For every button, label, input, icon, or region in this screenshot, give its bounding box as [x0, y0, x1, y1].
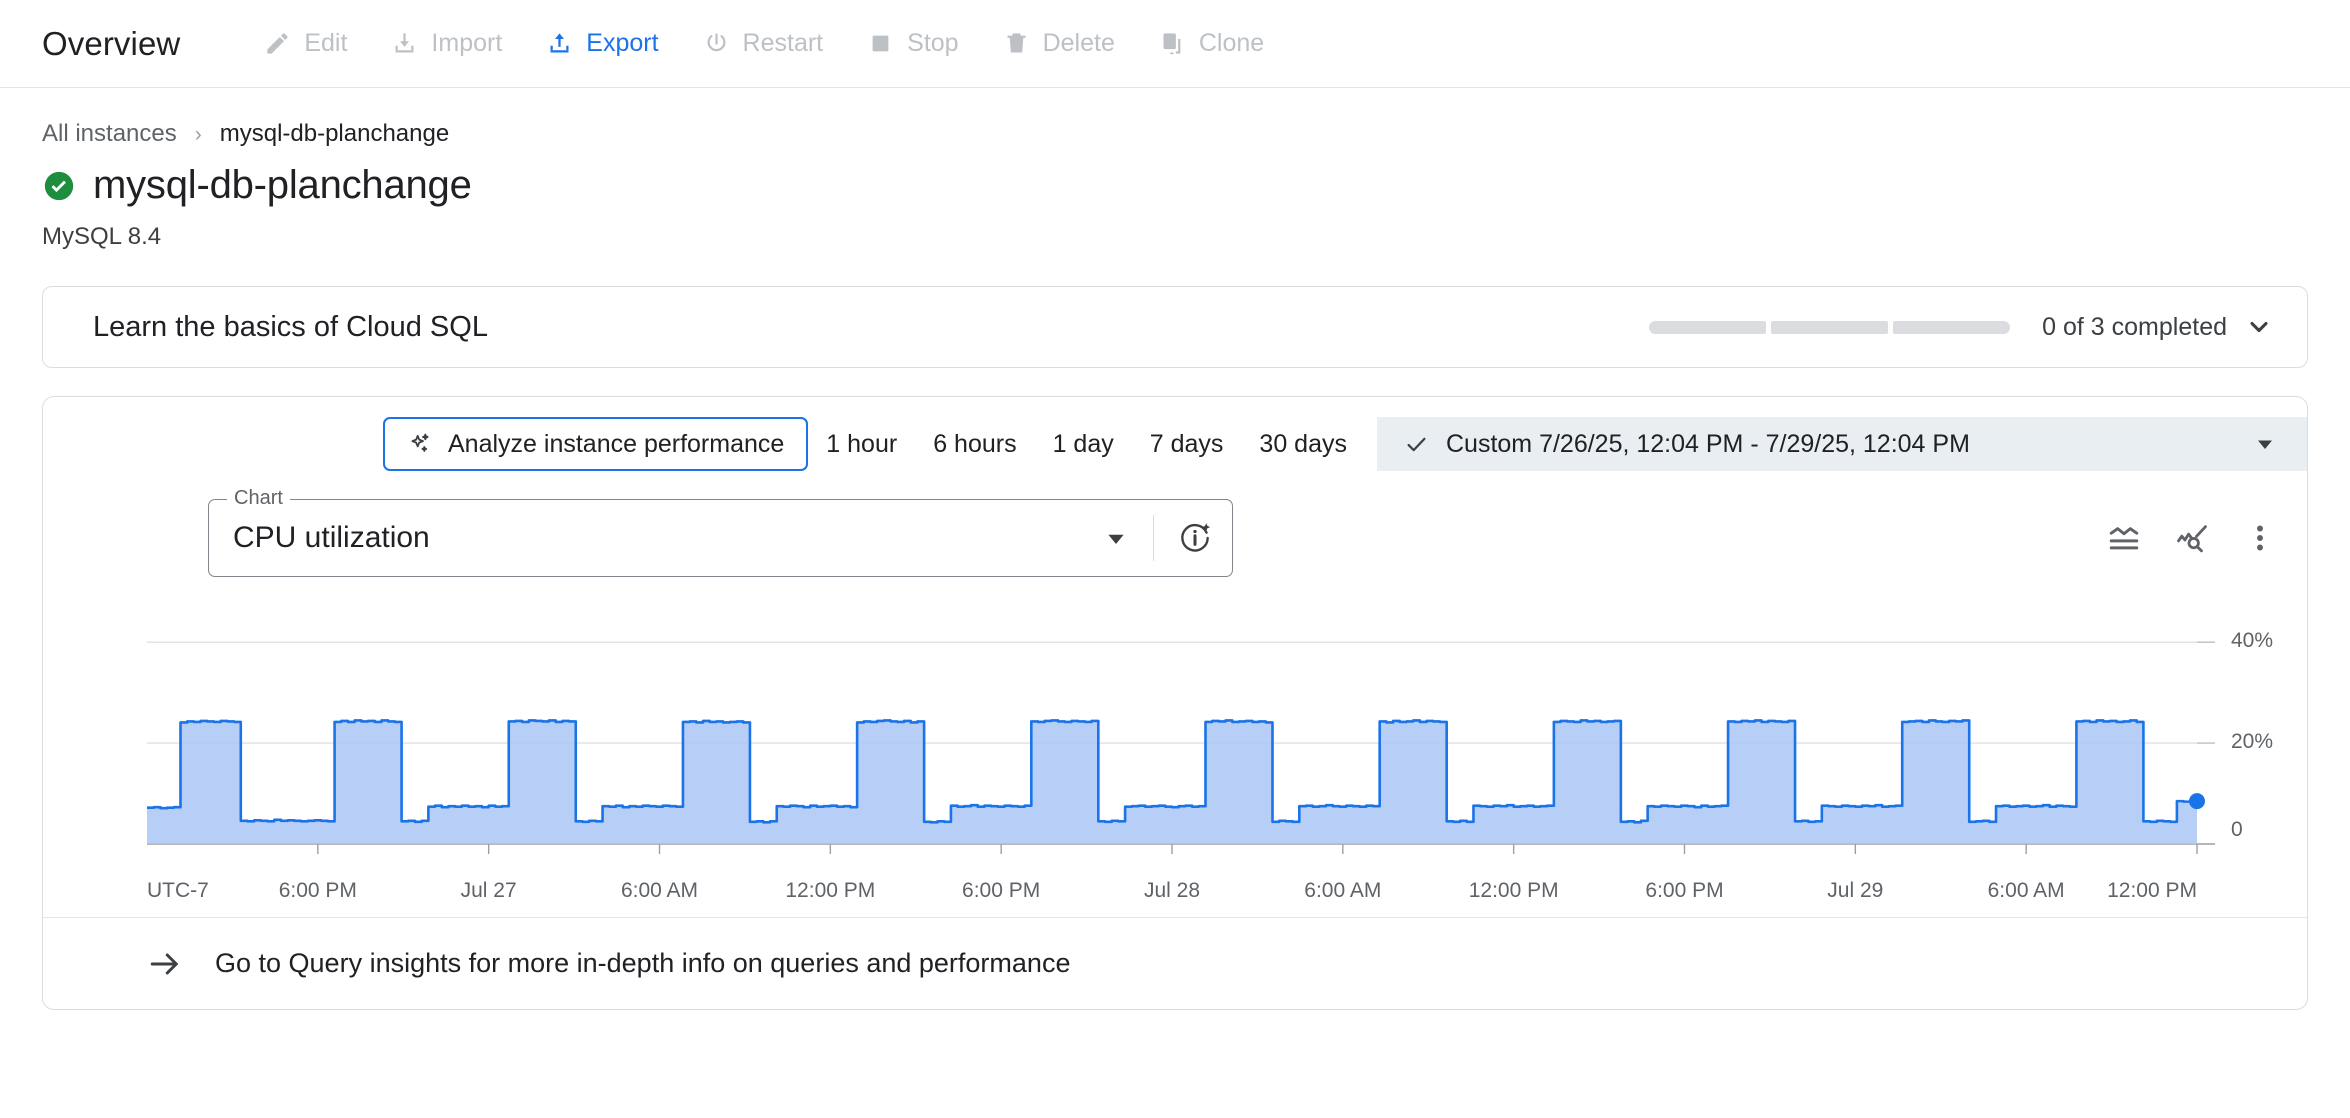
range-option-1-day[interactable]: 1 day [1052, 429, 1114, 458]
import-button[interactable]: Import [369, 15, 524, 73]
custom-range-label: Custom 7/26/25, 12:04 PM - 7/29/25, 12:0… [1445, 429, 1970, 458]
progress-segment [1649, 320, 1767, 334]
restart-button[interactable]: Restart [681, 15, 846, 73]
breadcrumb-current: mysql-db-planchange [219, 120, 450, 147]
analyze-instance-performance-button[interactable]: Analyze instance performance [383, 417, 809, 471]
x-axis-labels: UTC-7 6:00 PM Jul 27 6:00 AM 12:00 PM 6:00 PM… [43, 879, 2307, 917]
time-range-toolbar: Analyze instance performance 1 hour 6 ho… [383, 397, 2307, 471]
monitoring-chart-card: Analyze instance performance 1 hour 6 ho… [42, 396, 2308, 1010]
stop-icon [867, 30, 894, 57]
range-option-30-days[interactable]: 30 days [1259, 429, 1347, 458]
learn-progress-bar [1649, 320, 2011, 334]
restart-icon [703, 30, 730, 57]
chart-controls-row: Chart CPU utilization [208, 469, 2307, 577]
y-axis-label-40: 40% [2231, 629, 2274, 653]
y-axis-label-0: 0 [2231, 818, 2243, 841]
edit-button[interactable]: Edit [242, 15, 369, 73]
analyze-button-label: Analyze instance performance [448, 429, 785, 458]
stop-button[interactable]: Stop [845, 15, 980, 73]
x-axis-tick-label: 6:00 PM [962, 879, 1041, 902]
top-toolbar: Overview Edit Import Export Restart Stop [0, 0, 2350, 88]
instance-engine-version: MySQL 8.4 [42, 223, 162, 250]
chart-select-legend: Chart [227, 488, 290, 508]
breadcrumb: All instances › mysql-db-planchange [42, 122, 2308, 146]
export-button[interactable]: Export [524, 15, 680, 73]
delete-label: Delete [1042, 29, 1115, 57]
check-circle-icon [42, 169, 76, 203]
progress-segment [1893, 320, 2011, 334]
x-axis-tick-label: 6:00 AM [1304, 879, 1382, 902]
export-label: Export [586, 29, 659, 57]
caret-down-icon[interactable] [1103, 525, 1129, 551]
clone-label: Clone [1198, 29, 1265, 57]
caret-down-icon[interactable] [2253, 432, 2277, 456]
export-icon [546, 30, 573, 57]
chevron-down-icon[interactable] [2245, 313, 2273, 341]
instance-title-row: mysql-db-planchange [42, 163, 2308, 208]
chart-inspect-icon[interactable] [2175, 521, 2209, 555]
import-label: Import [431, 29, 503, 57]
chart-tool-buttons [2107, 499, 2277, 555]
info-sparkle-icon[interactable] [1176, 519, 1214, 557]
query-insights-link[interactable]: Go to Query insights for more in-depth i… [43, 917, 2307, 1009]
range-option-6-hours[interactable]: 6 hours [933, 429, 1017, 458]
x-axis-tick-label: 12:00 PM [1468, 879, 1559, 902]
x-axis-tick-label: UTC-7 [147, 879, 209, 902]
breadcrumb-all-instances[interactable]: All instances [42, 120, 177, 147]
breadcrumb-separator-icon: › [194, 122, 202, 146]
page-header-title: Overview [42, 24, 181, 62]
learn-basics-card[interactable]: Learn the basics of Cloud SQL 0 of 3 com… [42, 286, 2308, 368]
x-axis-tick-label: Jul 29 [1827, 879, 1884, 902]
page-title: mysql-db-planchange [93, 163, 472, 207]
restart-label: Restart [742, 29, 824, 57]
range-option-7-days[interactable]: 7 days [1149, 429, 1224, 458]
chart-plot-area [147, 641, 2215, 854]
clone-icon [1159, 30, 1186, 57]
sparkle-icon [407, 431, 434, 458]
check-icon [1403, 431, 1430, 458]
x-axis-tick-label: 6:00 AM [1987, 879, 2065, 902]
trash-icon [1003, 30, 1030, 57]
legend-toggle-icon[interactable] [2107, 521, 2141, 555]
y-axis-label-20: 20% [2231, 730, 2274, 754]
stop-label: Stop [907, 29, 959, 57]
page-header: All instances › mysql-db-planchange mysq… [0, 88, 2350, 251]
chart-metric-select[interactable]: Chart CPU utilization [208, 488, 1233, 577]
edit-label: Edit [304, 29, 348, 57]
cpu-utilization-chart: 40% 20% 0 [43, 599, 2307, 879]
x-axis-tick-label: 6:00 PM [1645, 879, 1724, 902]
progress-segment [1771, 320, 1889, 334]
select-divider [1153, 515, 1154, 561]
clone-button[interactable]: Clone [1137, 15, 1286, 73]
x-axis-tick-label: 12:00 PM [2107, 879, 2197, 902]
delete-button[interactable]: Delete [981, 15, 1137, 73]
more-vert-icon[interactable] [2243, 521, 2277, 555]
x-axis-tick-label: 12:00 PM [785, 879, 876, 902]
pencil-icon [264, 30, 291, 57]
x-axis-tick-label: Jul 27 [460, 879, 517, 902]
query-insights-link-label: Go to Query insights for more in-depth i… [215, 948, 1071, 978]
x-axis-tick-label: 6:00 AM [620, 879, 699, 902]
learn-basics-title: Learn the basics of Cloud SQL [93, 310, 488, 343]
range-option-1-hour[interactable]: 1 hour [826, 429, 898, 458]
import-icon [391, 30, 418, 57]
x-axis-tick-label: Jul 28 [1143, 879, 1201, 902]
x-axis-tick-label: 6:00 PM [278, 879, 357, 902]
arrow-right-icon [147, 946, 183, 982]
learn-progress-label: 0 of 3 completed [2042, 312, 2227, 341]
custom-range-selector[interactable]: Custom 7/26/25, 12:04 PM - 7/29/25, 12:0… [1376, 417, 2307, 471]
chart-select-value: CPU utilization [233, 521, 430, 554]
